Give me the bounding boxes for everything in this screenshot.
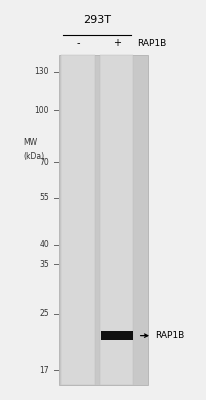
Text: RAP1B: RAP1B [155,331,184,340]
Text: 293T: 293T [83,15,111,25]
Text: 55: 55 [39,193,49,202]
Text: (kDa): (kDa) [24,152,45,161]
Text: 100: 100 [35,106,49,115]
Text: +: + [113,38,121,48]
Text: -: - [76,38,80,48]
Text: 25: 25 [40,309,49,318]
Text: 17: 17 [40,366,49,374]
Text: 130: 130 [35,67,49,76]
Bar [101,331,133,340]
Text: 70: 70 [39,158,49,167]
Text: RAP1B: RAP1B [137,39,166,48]
Bar [100,55,133,385]
Bar [61,55,95,385]
Text: 40: 40 [39,240,49,249]
Bar [59,55,148,385]
Text: MW: MW [24,138,38,147]
Text: 35: 35 [39,260,49,269]
